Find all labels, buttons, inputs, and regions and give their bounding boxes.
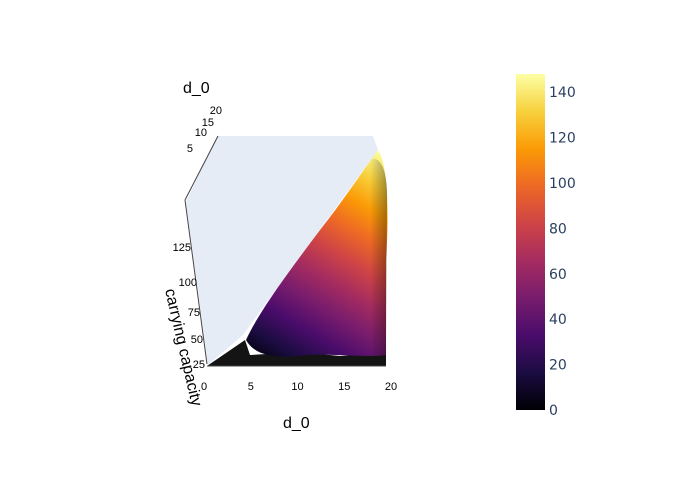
z-axis-line bbox=[184, 135, 219, 201]
y-tick-label: 25 bbox=[193, 359, 205, 371]
colorbar-tick-label: 60 bbox=[549, 267, 567, 283]
y-axis-line bbox=[184, 199, 208, 365]
colorbar-tick-label: 80 bbox=[549, 221, 567, 237]
z-tick-label: 15 bbox=[202, 117, 214, 129]
x-tick-label: 15 bbox=[338, 381, 350, 393]
colorbar[interactable] bbox=[516, 74, 545, 410]
x-axis-ticks: 0 5 10 15 20 bbox=[201, 381, 397, 393]
colorbar-tick-label: 120 bbox=[549, 131, 576, 147]
y-axis-ticks: 25 50 75 100 125 bbox=[173, 242, 205, 371]
floor-plane bbox=[186, 136, 378, 365]
colorbar-tick-label: 20 bbox=[549, 358, 567, 374]
colorbar-tick-label: 0 bbox=[549, 403, 558, 419]
surface bbox=[246, 150, 388, 357]
y-axis-title: carrying capacity bbox=[161, 287, 205, 408]
y-tick-label: 125 bbox=[173, 242, 191, 254]
z-tick-label: 5 bbox=[187, 143, 193, 155]
z-axis-title: d_0 bbox=[183, 80, 210, 97]
colorbar-tick-label: 100 bbox=[549, 176, 576, 192]
x-tick-label: 20 bbox=[385, 381, 397, 393]
x-tick-label: 0 bbox=[201, 381, 207, 393]
y-tick-label: 100 bbox=[179, 277, 197, 289]
colorbar-ticks: 0 20 40 60 80 100 120 140 bbox=[549, 85, 576, 419]
y-tick-label: 75 bbox=[188, 307, 200, 319]
colorbar-tick-label: 140 bbox=[549, 85, 576, 101]
x-tick-label: 5 bbox=[248, 381, 254, 393]
colorbar-tick-label: 40 bbox=[549, 312, 567, 328]
x-axis-title: d_0 bbox=[283, 415, 310, 432]
z-tick-label: 20 bbox=[210, 105, 222, 117]
z-tick-label: 10 bbox=[195, 127, 207, 139]
y-tick-label: 50 bbox=[191, 334, 203, 346]
surface-edge-shade bbox=[370, 159, 388, 355]
x-tick-label: 10 bbox=[291, 381, 303, 393]
